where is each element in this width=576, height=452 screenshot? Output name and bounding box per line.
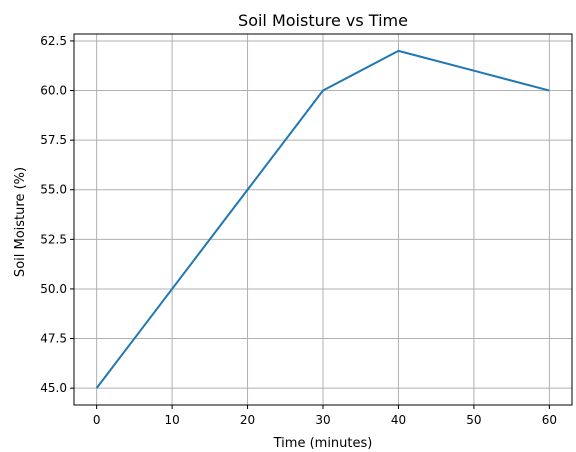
series-line bbox=[95, 49, 550, 389]
x-tick-label: 0 bbox=[93, 413, 101, 427]
y-tick-label: 55.0 bbox=[40, 183, 67, 197]
x-tick-label: 60 bbox=[542, 413, 557, 427]
y-tick-label: 52.5 bbox=[40, 232, 67, 246]
x-tick-label: 50 bbox=[466, 413, 481, 427]
y-tick-label: 57.5 bbox=[40, 133, 67, 147]
y-tick-label: 45.0 bbox=[40, 381, 67, 395]
x-tick-label: 40 bbox=[391, 413, 406, 427]
x-axis-label: Time (minutes) bbox=[273, 436, 373, 451]
x-tick-label: 20 bbox=[240, 413, 255, 427]
y-axis-ticks: 45.0 47.5 50.0 52.5 55.0 57.5 60.0 62.5 bbox=[40, 34, 74, 395]
y-axis-label: Soil Moisture (%) bbox=[13, 167, 28, 277]
x-axis-ticks: 0 10 20 30 40 50 60 bbox=[93, 405, 557, 427]
y-tick-label: 60.0 bbox=[40, 84, 67, 98]
y-tick-label: 50.0 bbox=[40, 282, 67, 296]
x-tick-label: 10 bbox=[164, 413, 179, 427]
x-tick-label: 30 bbox=[315, 413, 330, 427]
chart-title: Soil Moisture vs Time bbox=[238, 11, 408, 30]
y-tick-label: 47.5 bbox=[40, 332, 67, 346]
y-tick-label: 62.5 bbox=[40, 34, 67, 48]
